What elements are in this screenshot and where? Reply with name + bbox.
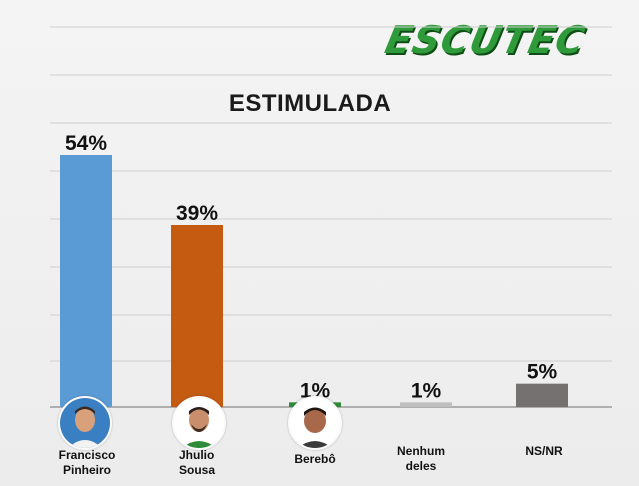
person-icon — [60, 398, 110, 448]
category-label-berebo: Berebô — [294, 452, 336, 466]
chart-title: ESTIMULADA — [228, 90, 392, 117]
grid-lines — [50, 26, 612, 408]
person-icon — [290, 398, 340, 448]
person-icon — [174, 398, 224, 448]
bar-3 — [400, 402, 452, 407]
bar-series — [60, 155, 568, 407]
bar-4 — [516, 383, 568, 407]
value-label-4: 5% — [527, 361, 558, 384]
avatar-berebo — [288, 396, 342, 450]
bar-1 — [171, 225, 223, 407]
category-label-nenhum-deles: Nenhum deles — [397, 444, 445, 473]
category-label-jhulio-sousa: Jhulio Sousa — [179, 448, 216, 477]
avatar-francisco-pinheiro — [58, 396, 112, 450]
category-label-ns-nr: NS/NR — [525, 444, 563, 458]
value-label-0: 54% — [65, 132, 107, 155]
value-label-1: 39% — [176, 202, 218, 225]
category-label-francisco-pinheiro: Francisco Pinheiro — [58, 448, 116, 477]
bar-0 — [60, 155, 112, 407]
value-label-3: 1% — [411, 379, 442, 402]
avatar-jhulio-sousa — [172, 396, 226, 450]
